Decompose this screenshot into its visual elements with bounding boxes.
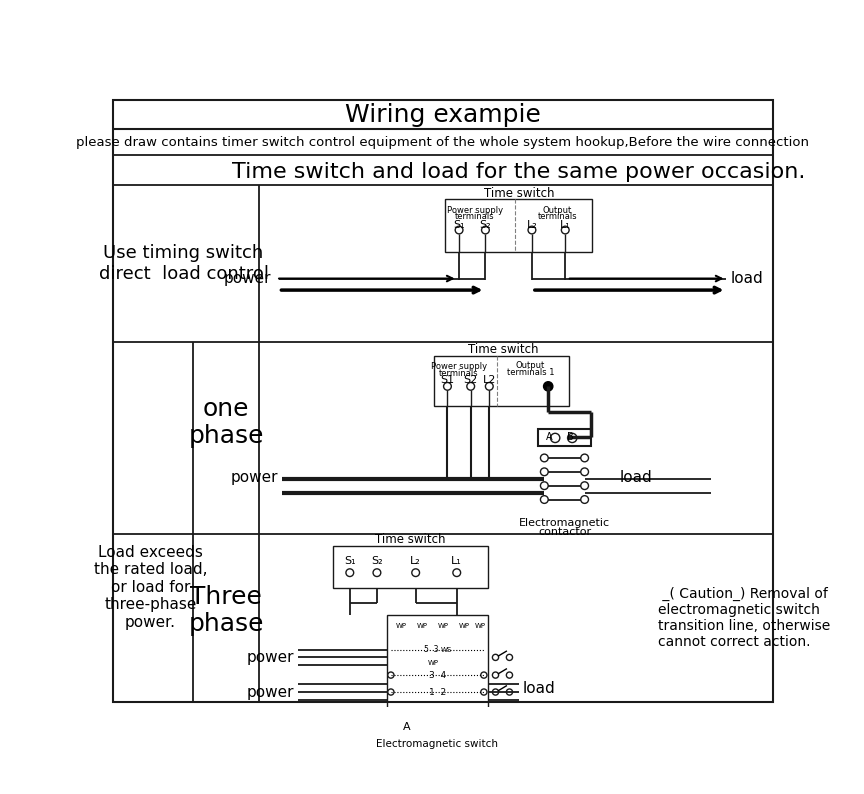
Circle shape bbox=[455, 226, 463, 234]
Text: Use timing switch
direct  load control: Use timing switch direct load control bbox=[98, 244, 269, 283]
Circle shape bbox=[443, 383, 451, 390]
Text: _( Caution_) Removal of
electromagnetic switch
transition line, otherwise
cannot: _( Caution_) Removal of electromagnetic … bbox=[658, 587, 830, 649]
Text: S2: S2 bbox=[464, 376, 478, 385]
Text: power: power bbox=[223, 271, 270, 286]
Text: WP: WP bbox=[428, 660, 439, 666]
Text: A: A bbox=[546, 432, 552, 442]
Text: B: B bbox=[568, 432, 574, 442]
Text: Power supply: Power supply bbox=[447, 206, 503, 214]
Text: 1  2: 1 2 bbox=[429, 688, 446, 696]
Text: Electromagnetic switch: Electromagnetic switch bbox=[377, 738, 499, 749]
Text: WP: WP bbox=[437, 622, 448, 629]
Circle shape bbox=[581, 482, 588, 490]
Text: A: A bbox=[403, 722, 410, 732]
Circle shape bbox=[346, 569, 353, 576]
Circle shape bbox=[581, 454, 588, 462]
Text: S1: S1 bbox=[441, 376, 454, 385]
Text: load: load bbox=[730, 271, 763, 286]
Circle shape bbox=[492, 654, 499, 661]
Text: Power supply: Power supply bbox=[431, 362, 487, 371]
Text: S₂: S₂ bbox=[480, 220, 492, 229]
Text: Wiring exampie: Wiring exampie bbox=[345, 102, 541, 126]
Text: WP: WP bbox=[474, 622, 486, 629]
Circle shape bbox=[581, 468, 588, 476]
Text: load: load bbox=[523, 680, 556, 696]
Text: Output: Output bbox=[543, 206, 572, 214]
Text: Output: Output bbox=[516, 361, 545, 370]
Text: L₁: L₁ bbox=[560, 220, 570, 229]
Text: Time switch: Time switch bbox=[468, 343, 538, 356]
Text: 5  3: 5 3 bbox=[424, 646, 438, 654]
Circle shape bbox=[562, 226, 569, 234]
Text: terminals: terminals bbox=[454, 213, 494, 222]
Circle shape bbox=[506, 672, 512, 678]
Text: WP: WP bbox=[396, 622, 406, 629]
Circle shape bbox=[492, 672, 499, 678]
Text: Three
phase: Three phase bbox=[188, 584, 264, 636]
Circle shape bbox=[541, 482, 548, 490]
Circle shape bbox=[541, 468, 548, 476]
Circle shape bbox=[481, 226, 489, 234]
Text: Time switch: Time switch bbox=[484, 187, 554, 199]
Text: please draw contains timer switch control equipment of the whole system hookup,B: please draw contains timer switch contro… bbox=[76, 136, 810, 148]
Text: Electromagnetic: Electromagnetic bbox=[519, 518, 610, 528]
Text: power: power bbox=[246, 684, 294, 700]
Text: L₂: L₂ bbox=[526, 220, 537, 229]
Text: WS: WS bbox=[441, 646, 452, 653]
Text: terminals: terminals bbox=[439, 368, 479, 378]
Circle shape bbox=[412, 569, 420, 576]
Text: WP: WP bbox=[416, 622, 428, 629]
Circle shape bbox=[550, 434, 560, 442]
Circle shape bbox=[492, 689, 499, 695]
Bar bbox=[445, 199, 593, 252]
Text: L₂: L₂ bbox=[410, 556, 421, 566]
Circle shape bbox=[543, 382, 553, 391]
Bar bbox=[387, 615, 488, 715]
Text: S₁: S₁ bbox=[344, 556, 356, 566]
Text: terminals: terminals bbox=[537, 213, 577, 222]
Circle shape bbox=[388, 689, 394, 695]
Text: S₁: S₁ bbox=[454, 220, 465, 229]
Circle shape bbox=[480, 689, 487, 695]
Text: one
phase: one phase bbox=[188, 397, 264, 449]
Circle shape bbox=[486, 383, 493, 390]
Text: L2: L2 bbox=[483, 376, 496, 385]
Circle shape bbox=[414, 723, 422, 730]
Text: WP: WP bbox=[459, 622, 470, 629]
Circle shape bbox=[453, 569, 461, 576]
Circle shape bbox=[467, 383, 474, 390]
Text: 3  4: 3 4 bbox=[429, 671, 446, 680]
Circle shape bbox=[541, 495, 548, 503]
Circle shape bbox=[541, 454, 548, 462]
Text: power: power bbox=[231, 470, 278, 484]
Text: terminals 1: terminals 1 bbox=[506, 368, 554, 377]
Circle shape bbox=[426, 723, 434, 730]
Circle shape bbox=[373, 569, 381, 576]
Circle shape bbox=[506, 689, 512, 695]
Circle shape bbox=[528, 226, 536, 234]
Bar bbox=[333, 545, 488, 588]
Circle shape bbox=[581, 495, 588, 503]
Circle shape bbox=[506, 654, 512, 661]
Circle shape bbox=[388, 672, 394, 678]
Bar bbox=[434, 356, 569, 406]
Text: Time switch: Time switch bbox=[375, 533, 446, 546]
Circle shape bbox=[568, 434, 577, 442]
Bar bbox=[538, 429, 591, 445]
Text: Time switch and load for the same power occasion.: Time switch and load for the same power … bbox=[232, 162, 805, 183]
Text: Load exceeds
the rated load,
or load for
three-phase
power.: Load exceeds the rated load, or load for… bbox=[94, 545, 207, 630]
Text: L₁: L₁ bbox=[451, 556, 462, 566]
Circle shape bbox=[480, 672, 487, 678]
Text: power: power bbox=[246, 649, 294, 665]
Text: load: load bbox=[619, 470, 652, 484]
Text: contactor: contactor bbox=[538, 527, 591, 537]
Text: S₂: S₂ bbox=[372, 556, 383, 566]
